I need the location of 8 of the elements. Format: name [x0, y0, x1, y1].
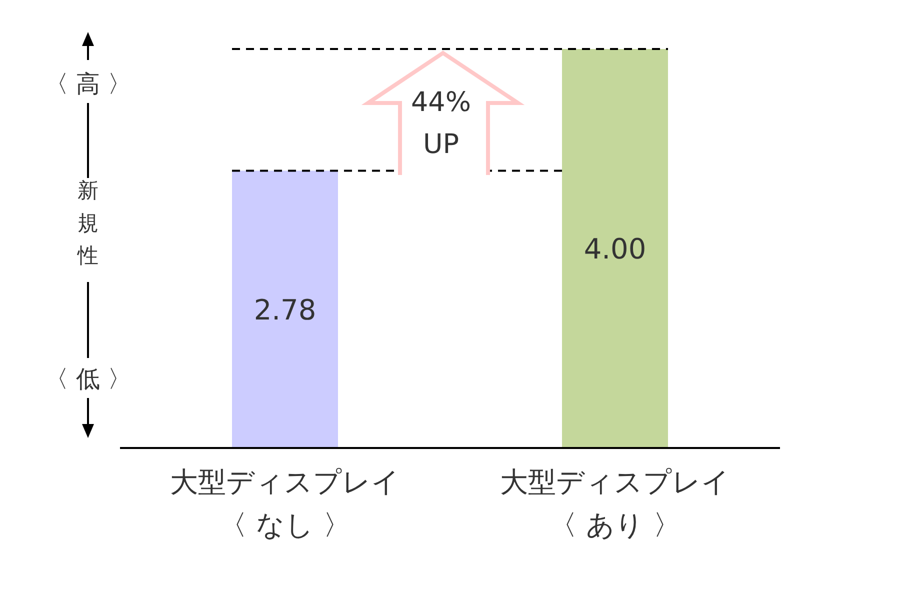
x-tick-label: 大型ディスプレイ〈 あり 〉 — [500, 465, 730, 542]
text: 〈 低 〉 — [44, 365, 132, 393]
annotation: 44% UP — [410, 87, 472, 160]
data-label: 4.00 — [584, 232, 646, 266]
data-label: 2.78 — [254, 293, 316, 326]
x-tick-label: 大型ディスプレイ〈 なし 〉 — [170, 465, 400, 542]
text: 〈 高 〉 — [44, 70, 132, 98]
y-axis-title: 新規性 — [76, 178, 98, 268]
